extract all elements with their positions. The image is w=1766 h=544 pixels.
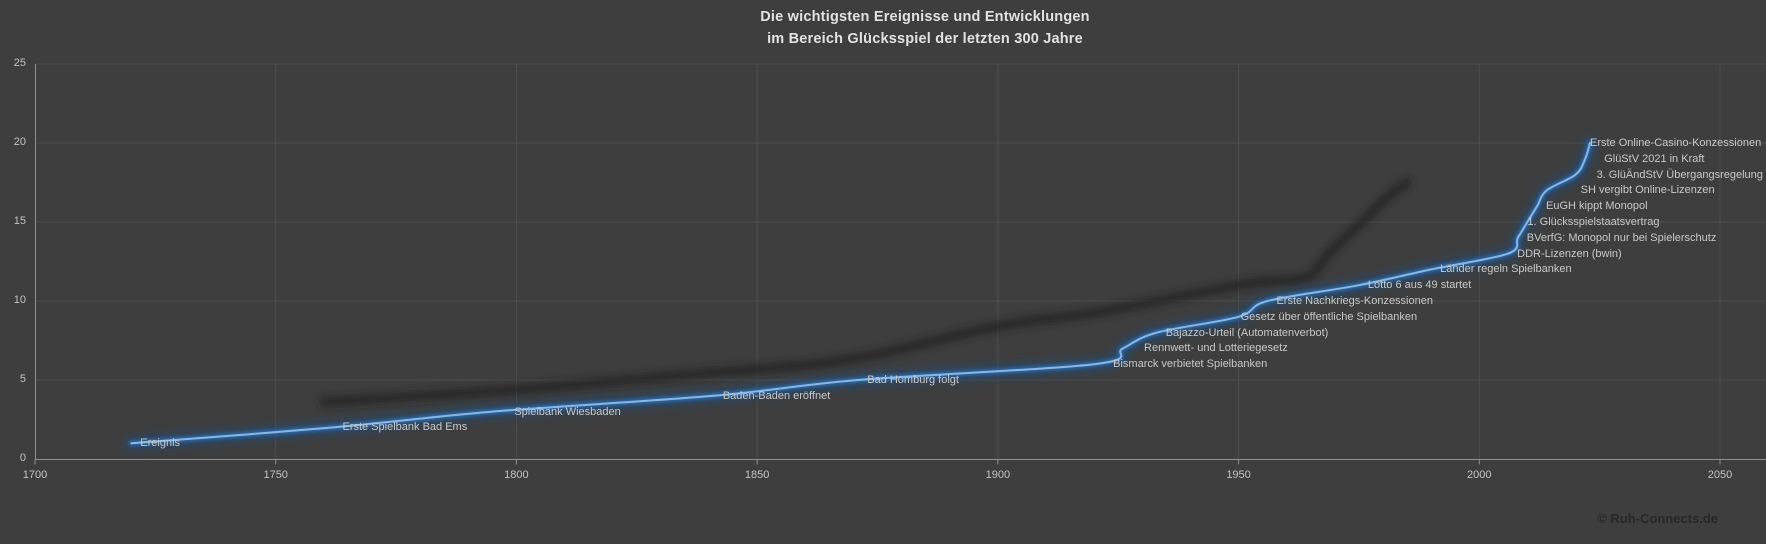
event-label: BVerfG: Monopol nur bei Spielerschutz — [1526, 231, 1717, 244]
event-label: 1. Glücksspielstaatsvertrag — [1527, 216, 1660, 228]
event-label: Ereignis — [140, 437, 181, 450]
x-tick-label: 1900 — [985, 469, 1011, 481]
x-tick-label: 1700 — [22, 469, 48, 481]
x-tick-label: 1750 — [263, 469, 288, 481]
event-label: Rennwett- und Lotteriegesetz — [1144, 342, 1288, 355]
x-tick-label: 1850 — [744, 469, 770, 481]
y-tick-label: 25 — [13, 57, 26, 69]
x-tick-label: 1950 — [1226, 469, 1251, 481]
event-label: Bajazzo-Urteil (Automatenverbot) — [1165, 326, 1329, 339]
event-label: Bismarck verbietet Spielbanken — [1113, 358, 1268, 371]
event-label: Erste Spielbank Bad Ems — [342, 421, 468, 434]
event-label: Baden-Baden eröffnet — [722, 389, 831, 402]
event-label: Länder regeln Spielbanken — [1440, 263, 1572, 276]
event-label: Gesetz über öffentliche Spielbanken — [1240, 310, 1418, 323]
event-label: SH vergibt Online-Lizenzen — [1580, 184, 1715, 197]
y-tick-label: 5 — [19, 373, 26, 385]
event-label: 3. GlüÄndStV Übergangsregelung — [1596, 168, 1763, 181]
event-label: Erste Online-Casino-Konzessionen — [1590, 137, 1762, 149]
copyright-text: © Ruh-Connects.de — [1597, 511, 1718, 526]
event-line — [130, 142, 1591, 445]
y-tick-label: 20 — [13, 136, 26, 148]
event-label: Bad Homburg folgt — [867, 374, 959, 386]
event-label: Lotto 6 aus 49 startet — [1367, 279, 1472, 292]
chart-title: Die wichtigsten Ereignisse und Entwicklu… — [525, 6, 1325, 50]
event-label: Erste Nachkriegs-Konzessionen — [1276, 295, 1433, 307]
axes — [34, 64, 1766, 465]
y-tick-label: 10 — [13, 294, 26, 306]
event-label: DDR-Lizenzen (bwin) — [1517, 247, 1622, 260]
event-label: EuGH kippt Monopol — [1546, 200, 1648, 213]
y-tick-label: 15 — [13, 215, 26, 227]
x-tick-label: 2000 — [1467, 469, 1492, 481]
x-tick-label: 2050 — [1707, 469, 1733, 481]
event-label: Spielbank Wiesbaden — [514, 405, 621, 418]
x-tick-label: 1800 — [504, 469, 529, 481]
trend-shadow-line — [319, 178, 1412, 407]
chart-title-line-1: Die wichtigsten Ereignisse und Entwicklu… — [760, 9, 1090, 25]
y-tick-label: 0 — [19, 452, 26, 464]
event-label: GlüStV 2021 in Kraft — [1604, 152, 1705, 165]
chart-title-line-2: im Bereich Glücksspiel der letzten 300 J… — [767, 31, 1083, 47]
